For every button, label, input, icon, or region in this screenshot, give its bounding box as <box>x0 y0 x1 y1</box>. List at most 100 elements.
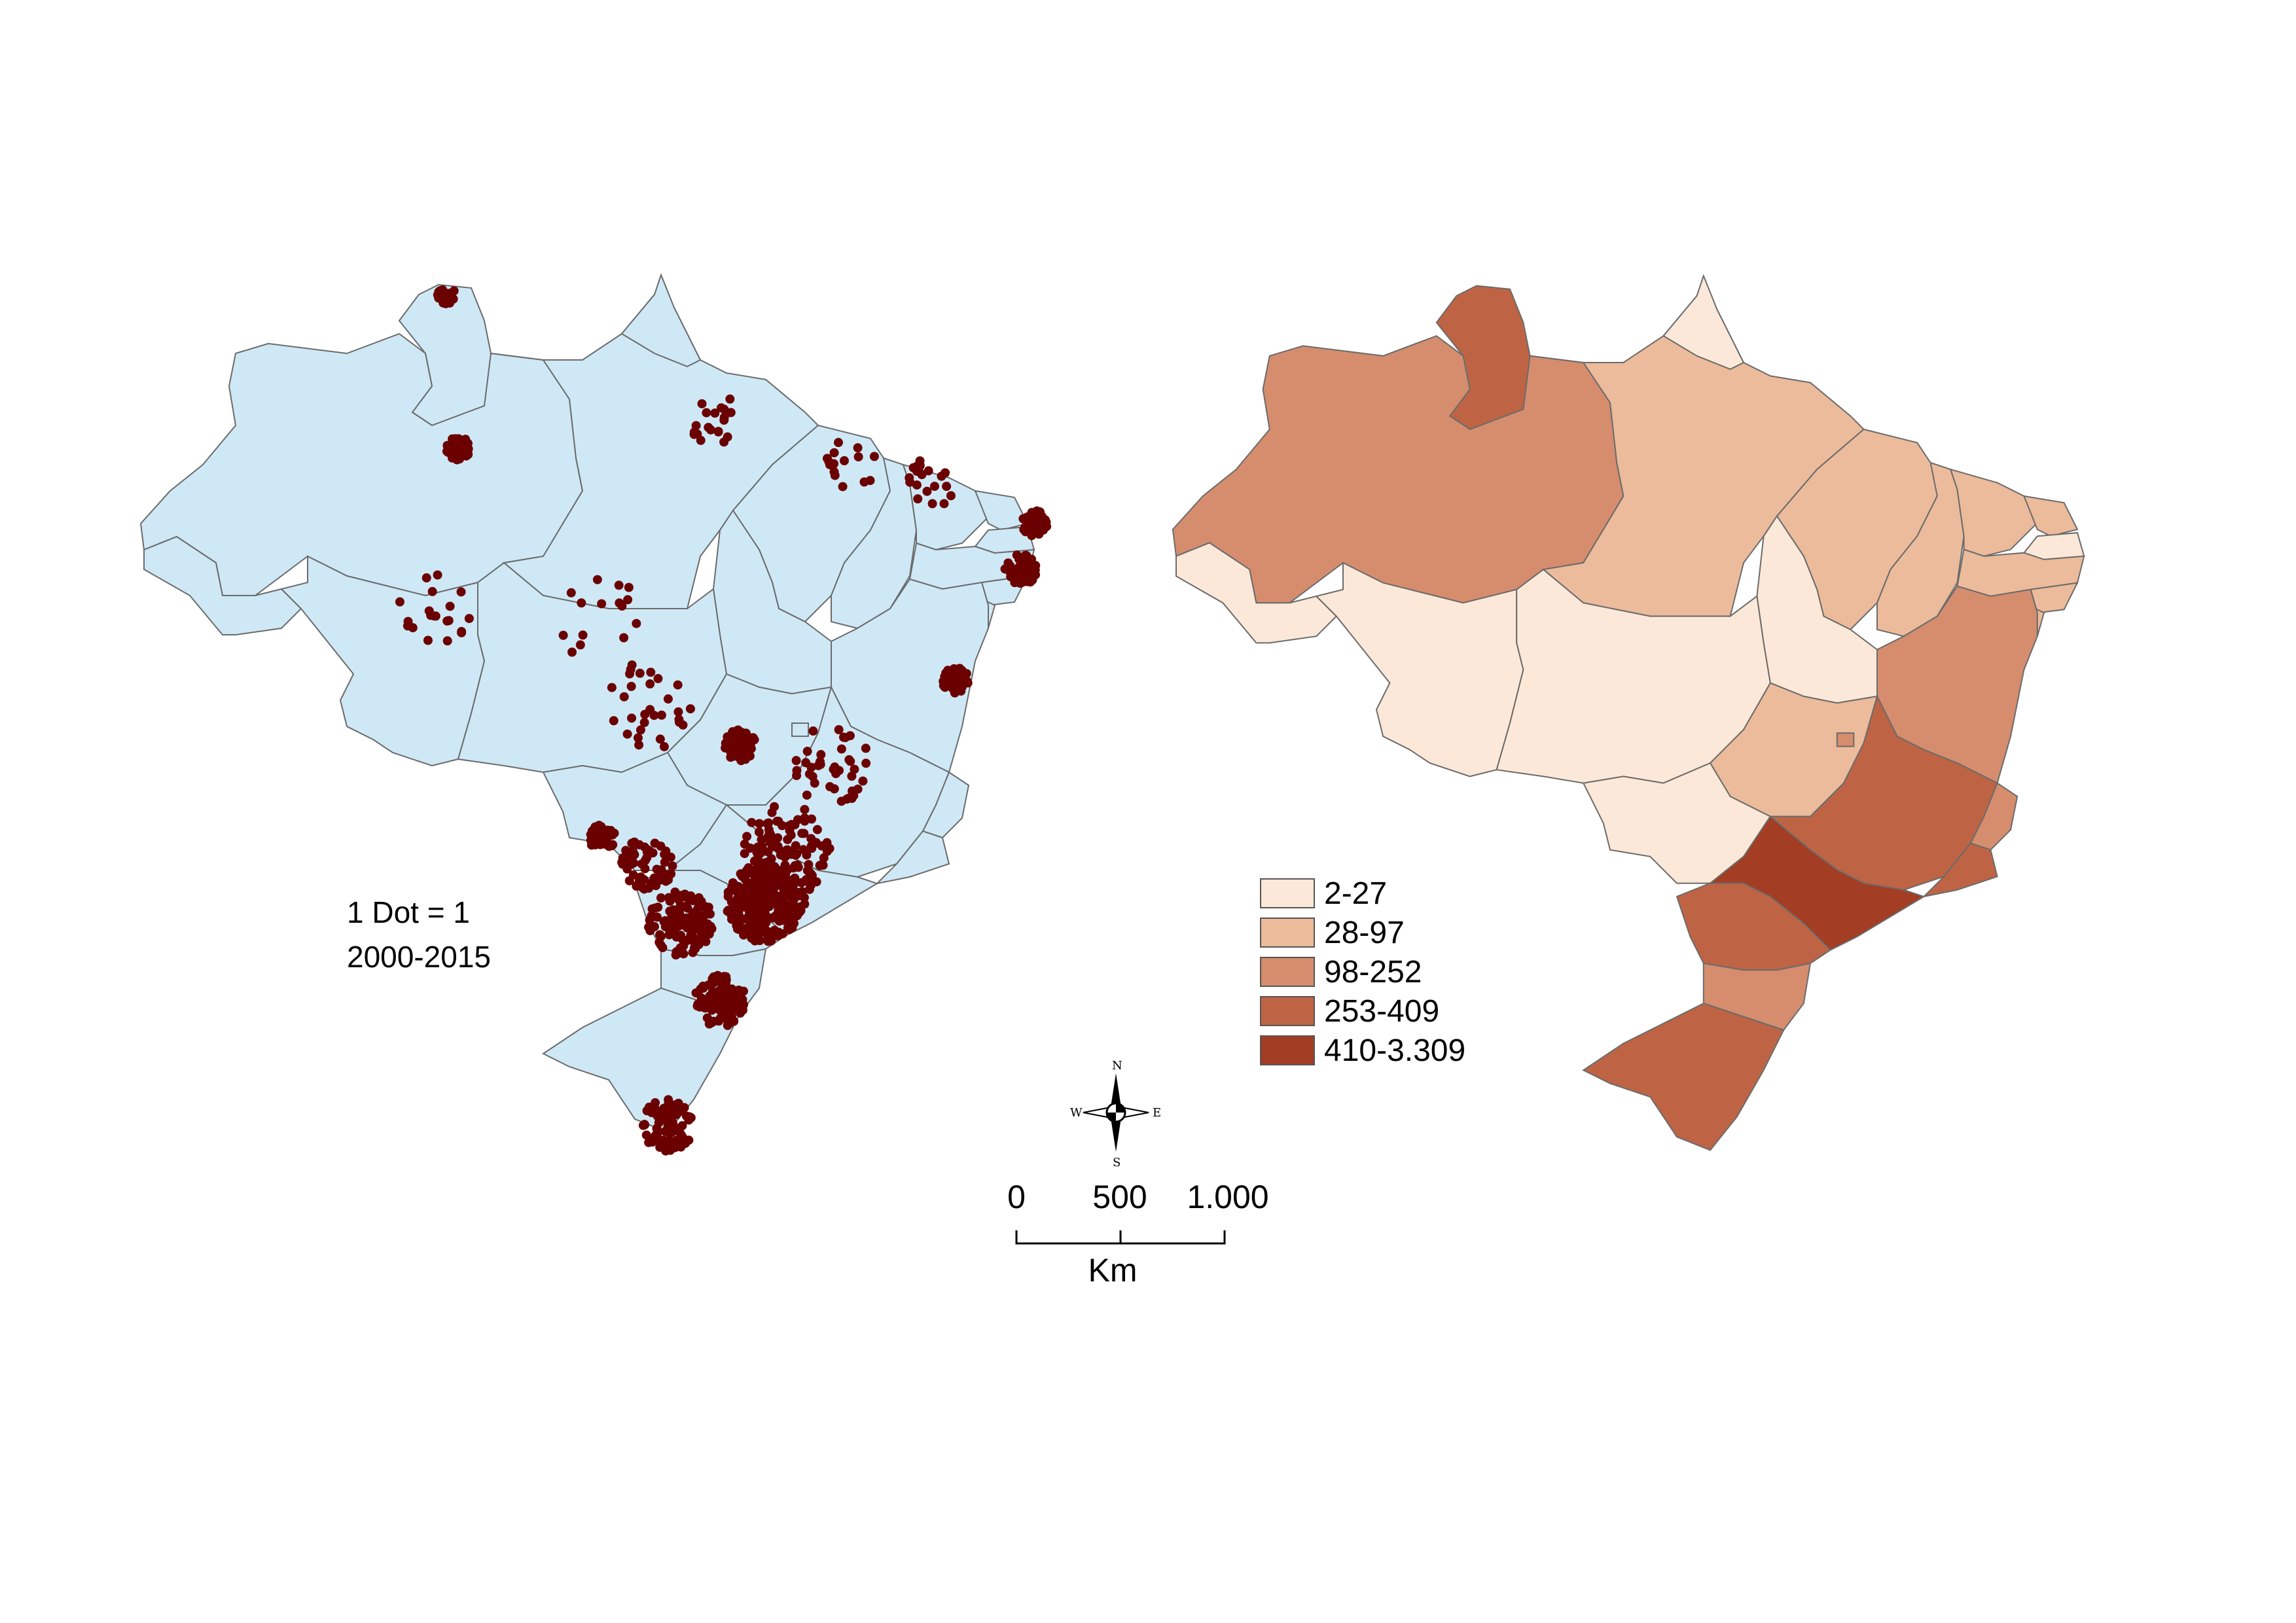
case-dot <box>812 825 822 834</box>
case-dot <box>619 633 629 643</box>
legend-label: 410-3.309 <box>1324 1033 1466 1068</box>
case-dot <box>913 494 923 504</box>
case-dot <box>634 840 644 849</box>
case-dot <box>808 726 818 736</box>
scale-tick-label: 0 <box>1007 1179 1026 1215</box>
case-dot <box>645 921 655 931</box>
case-dot <box>853 443 863 453</box>
case-dot <box>806 874 816 883</box>
case-dot <box>681 901 691 911</box>
scale-bar-line <box>1015 1230 1226 1245</box>
case-dot <box>797 887 807 897</box>
case-dot <box>689 429 699 439</box>
case-dot <box>674 907 684 917</box>
case-dot <box>719 404 729 414</box>
case-dot <box>664 1135 674 1145</box>
case-dot <box>442 636 452 646</box>
state-ap <box>620 273 702 368</box>
case-dot <box>656 1139 666 1149</box>
case-dot <box>755 936 764 946</box>
case-dot <box>710 408 720 418</box>
case-dot <box>567 647 577 657</box>
case-dot <box>939 675 949 685</box>
case-dot <box>461 451 471 461</box>
legend-label: 253-409 <box>1324 993 1440 1029</box>
legend-swatch <box>1260 996 1315 1026</box>
legend-swatch <box>1260 918 1315 948</box>
case-dot <box>787 819 797 829</box>
case-dot <box>633 733 643 743</box>
case-dot <box>696 899 706 909</box>
case-dot <box>847 793 857 803</box>
case-dot <box>664 893 673 902</box>
case-dot <box>719 437 729 447</box>
case-dot <box>424 606 434 616</box>
compass-rose-icon <box>1083 1073 1149 1152</box>
case-dot <box>626 681 636 691</box>
case-dot <box>441 299 451 309</box>
case-dot <box>839 456 849 466</box>
case-dot <box>764 818 774 828</box>
case-dot <box>762 927 772 937</box>
case-dot <box>757 869 766 879</box>
case-dot <box>789 880 798 889</box>
case-dot <box>652 865 662 874</box>
case-dot <box>756 847 766 857</box>
case-dot <box>792 849 802 859</box>
compass-s: S <box>1113 1156 1121 1169</box>
case-dot <box>848 786 857 796</box>
case-dot <box>660 857 670 867</box>
case-dot <box>464 614 474 624</box>
state-rs <box>1582 1003 1785 1151</box>
case-dot <box>442 446 452 456</box>
case-dot <box>1018 514 1028 524</box>
case-dot <box>1042 522 1052 531</box>
legend-swatch <box>1260 957 1315 987</box>
case-dot <box>669 1142 679 1152</box>
case-dot <box>719 416 729 425</box>
case-dot <box>796 906 806 916</box>
case-dot <box>726 897 736 907</box>
case-dot <box>939 499 949 508</box>
case-dot <box>457 627 467 637</box>
case-dot <box>625 669 635 679</box>
choropleth-map <box>1172 274 2085 1151</box>
case-dot <box>749 856 759 866</box>
case-dot <box>797 878 806 887</box>
case-dot <box>736 1007 745 1016</box>
case-dot <box>778 889 788 899</box>
case-dot <box>774 929 784 939</box>
case-dot <box>742 752 751 762</box>
case-dot <box>846 757 855 766</box>
case-dot <box>726 408 736 418</box>
case-dot <box>461 438 471 448</box>
case-dot <box>684 1115 694 1125</box>
case-dot <box>962 677 972 687</box>
case-dot <box>713 427 723 437</box>
case-dot <box>757 834 766 844</box>
case-dot <box>635 668 645 678</box>
scale-tick-label: 1.000 <box>1187 1179 1269 1215</box>
case-dot <box>740 872 750 882</box>
case-dot <box>1032 509 1042 519</box>
scale-unit: Km <box>1088 1252 1138 1289</box>
state-rn <box>974 490 1029 531</box>
case-dot <box>614 580 624 590</box>
case-dot <box>733 883 743 893</box>
case-dot <box>444 616 454 626</box>
north-arrow: N S W E <box>1070 1059 1162 1171</box>
dot-map-caption: 1 Dot = 1 2000-2015 <box>347 890 491 979</box>
case-dot <box>668 861 677 871</box>
case-dot <box>728 727 738 737</box>
case-dot <box>838 482 848 491</box>
case-dot <box>747 933 757 943</box>
case-dot <box>957 683 967 692</box>
case-dot <box>791 841 800 851</box>
case-dot <box>745 891 755 901</box>
case-dot <box>656 931 666 941</box>
case-dot <box>774 816 783 826</box>
case-dot <box>672 947 681 957</box>
case-dot <box>680 889 690 899</box>
case-dot <box>456 587 466 597</box>
case-dot <box>723 905 733 915</box>
